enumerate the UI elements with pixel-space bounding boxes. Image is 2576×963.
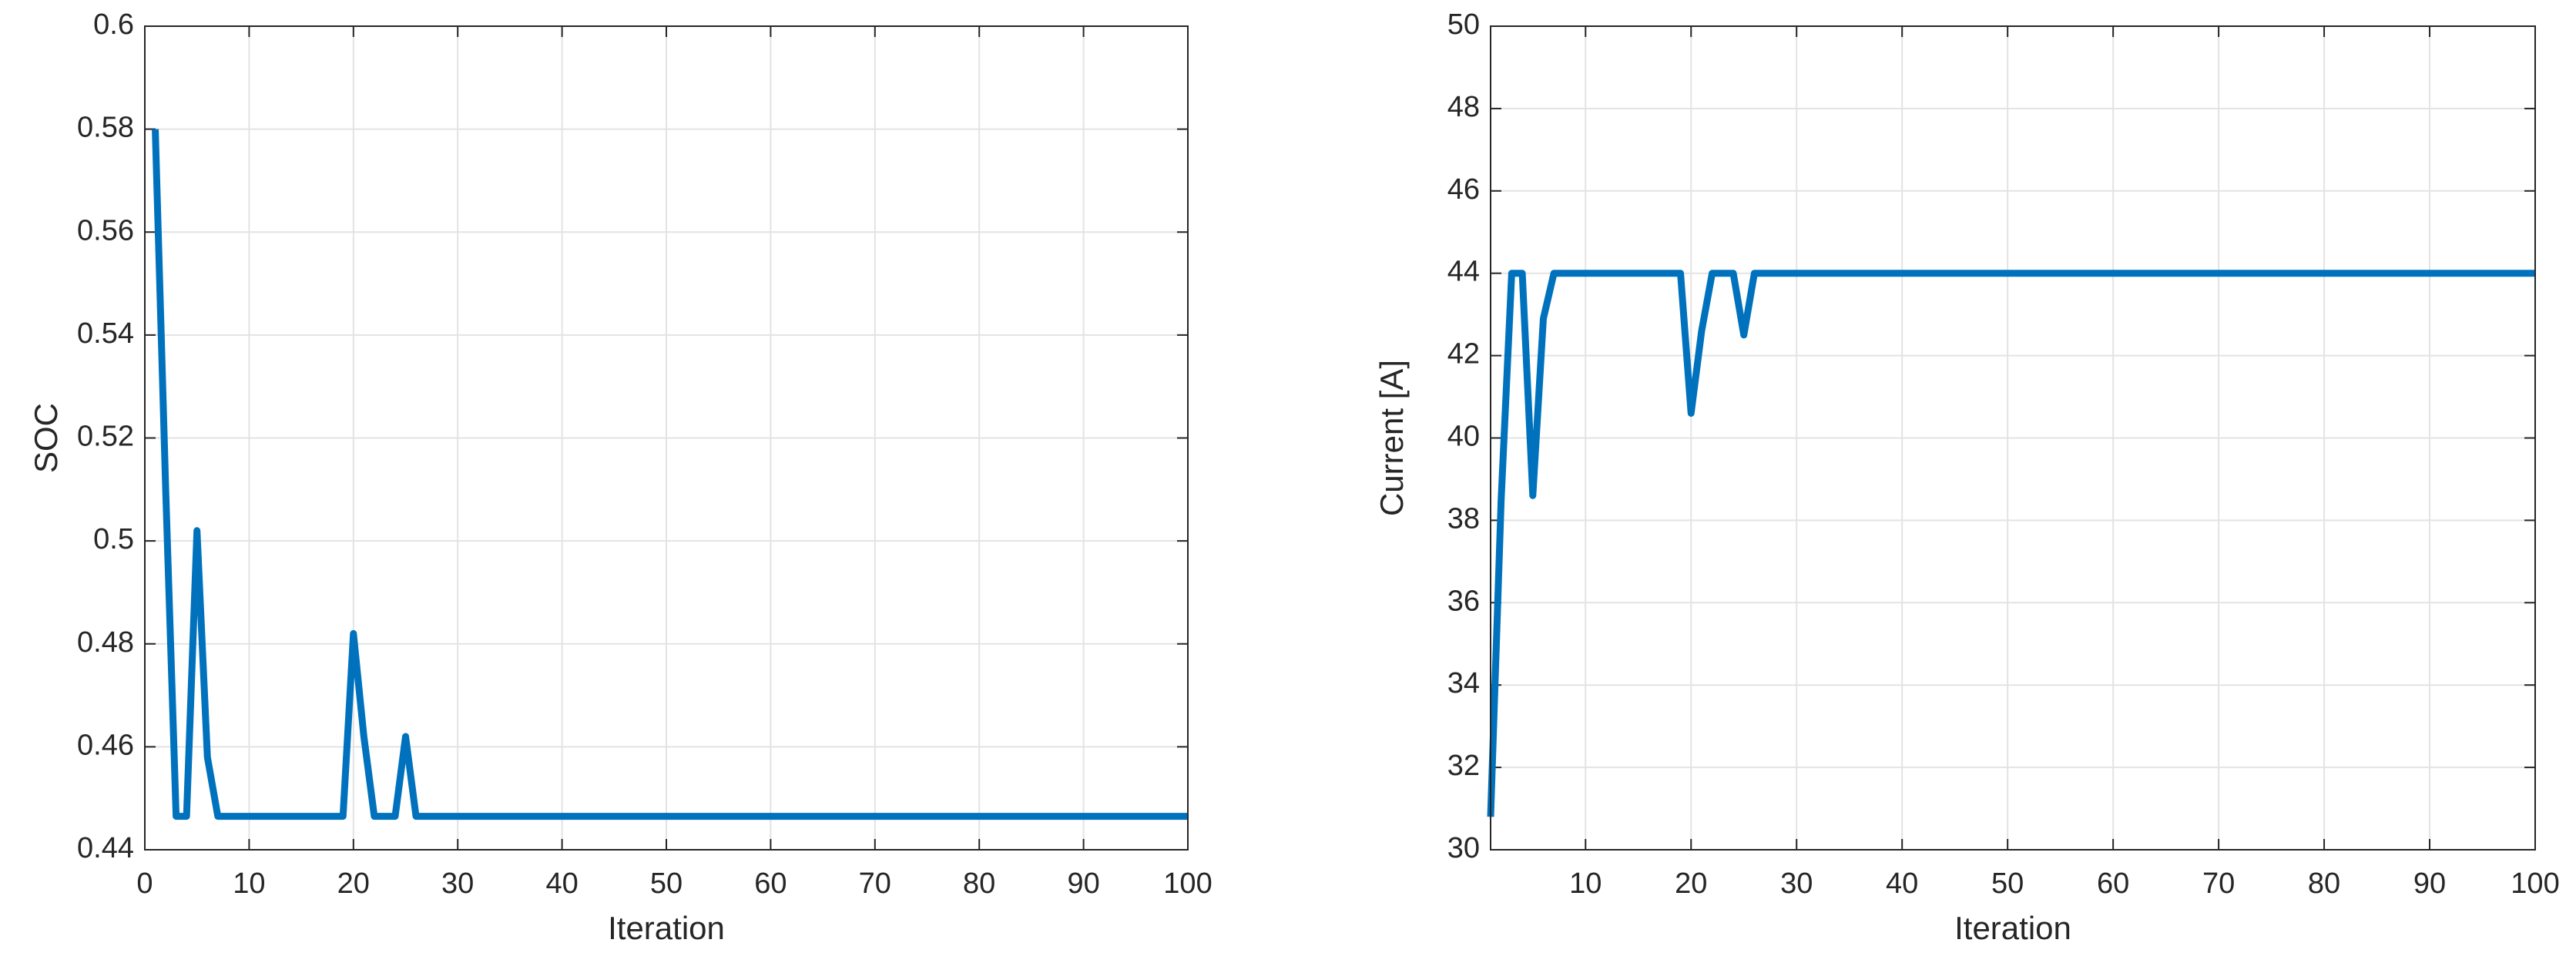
y-tick-label: 30: [1447, 832, 1480, 864]
x-tick-label: 40: [1886, 867, 1918, 900]
x-tick-label: 50: [1991, 867, 2024, 900]
x-tick-label: 60: [754, 867, 787, 900]
x-tick-label: 60: [2097, 867, 2129, 900]
y-tick-label: 36: [1447, 585, 1480, 617]
x-tick-label: 20: [1675, 867, 1707, 900]
x-tick-label: 80: [2308, 867, 2340, 900]
x-tick-label: 50: [650, 867, 683, 900]
y-tick-label: 34: [1447, 667, 1480, 700]
x-tick-label: 70: [859, 867, 891, 900]
x-tick-label: 0: [136, 867, 153, 900]
y-tick-label: 44: [1447, 256, 1480, 288]
x-tick-label: 100: [2511, 867, 2559, 900]
axes-box: [144, 25, 1189, 851]
x-tick-label: 90: [1067, 867, 1099, 900]
y-tick-label: 40: [1447, 421, 1480, 453]
x-tick-label: 10: [1569, 867, 1602, 900]
y-tick-label: 38: [1447, 502, 1480, 535]
x-tick-label: 30: [441, 867, 474, 900]
y-tick-label: 50: [1447, 8, 1480, 41]
x-axis-label: Iteration: [608, 910, 725, 946]
y-tick-label: 32: [1447, 750, 1480, 782]
x-tick-label: 70: [2202, 867, 2235, 900]
y-tick-label: 48: [1447, 91, 1480, 123]
y-tick-label: 42: [1447, 338, 1480, 371]
y-tick-label: 0.54: [77, 317, 134, 350]
x-tick-label: 10: [233, 867, 265, 900]
x-tick-label: 100: [1163, 867, 1212, 900]
y-tick-label: 0.6: [93, 8, 134, 41]
axes-box: [1490, 25, 2536, 851]
y-tick-label: 0.58: [77, 112, 134, 144]
x-tick-label: 30: [1780, 867, 1813, 900]
data-line: [152, 129, 1188, 820]
y-tick-label: 0.44: [77, 832, 134, 864]
y-tick-label: 0.46: [77, 729, 134, 761]
x-tick-label: 90: [2413, 867, 2446, 900]
y-axis-label: Current [A]: [1374, 360, 1410, 516]
data-line: [1487, 270, 2535, 817]
x-axis-label: Iteration: [1954, 910, 2071, 946]
x-tick-label: 20: [337, 867, 370, 900]
y-axis-label: SOC: [28, 403, 64, 473]
y-tick-label: 0.52: [77, 421, 134, 453]
y-tick-label: 46: [1447, 173, 1480, 206]
y-tick-label: 0.48: [77, 626, 134, 659]
y-tick-label: 0.56: [77, 214, 134, 247]
x-tick-label: 40: [545, 867, 578, 900]
y-tick-label: 0.5: [93, 523, 134, 555]
x-tick-label: 80: [963, 867, 995, 900]
